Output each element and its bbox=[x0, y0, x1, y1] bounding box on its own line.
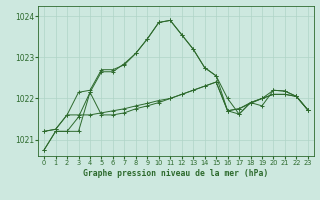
X-axis label: Graphe pression niveau de la mer (hPa): Graphe pression niveau de la mer (hPa) bbox=[84, 169, 268, 178]
